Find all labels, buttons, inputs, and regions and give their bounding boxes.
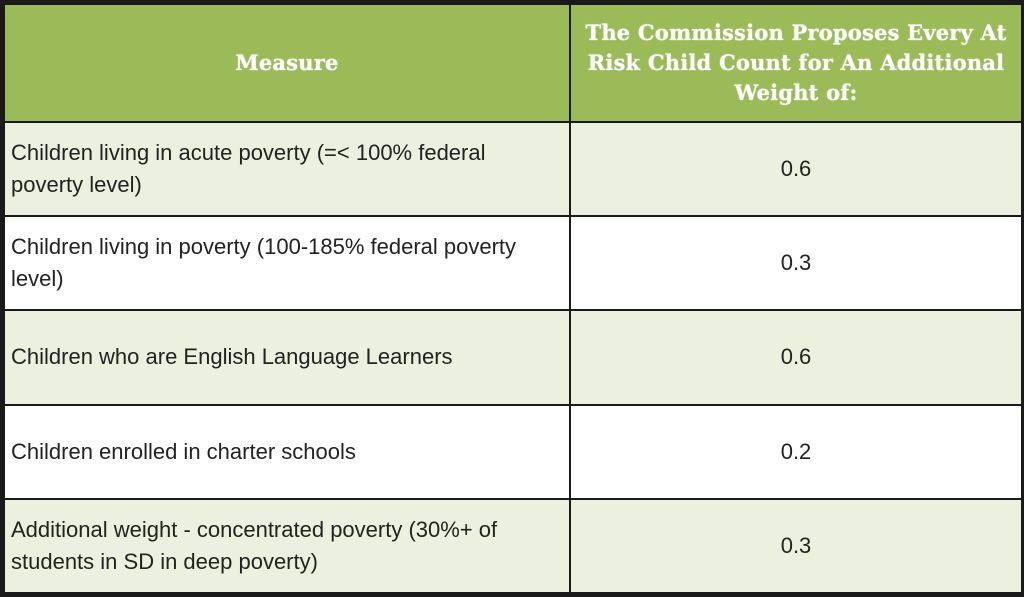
weight-cell: 0.6 <box>569 120 1023 218</box>
measure-cell: Children who are English Language Learne… <box>3 309 571 406</box>
header-additional-weight: The Commission Proposes Every At Risk Ch… <box>569 3 1023 123</box>
weight-cell: 0.2 <box>569 403 1023 500</box>
header-measure: Measure <box>3 3 571 123</box>
weight-cell: 0.3 <box>569 497 1023 595</box>
measure-cell: Children enrolled in charter schools <box>3 403 571 500</box>
weight-cell: 0.6 <box>569 309 1023 406</box>
table-row: Additional weight - concentrated poverty… <box>3 497 1023 595</box>
measure-cell: Children living in acute poverty (=< 100… <box>3 120 571 218</box>
measure-cell: Children living in poverty (100-185% fed… <box>3 215 571 312</box>
weights-table: Measure The Commission Proposes Every At… <box>3 3 1023 595</box>
table-row: Children living in poverty (100-185% fed… <box>3 215 1023 312</box>
weight-cell: 0.3 <box>569 215 1023 312</box>
table-row: Children who are English Language Learne… <box>3 309 1023 406</box>
table-row: Children enrolled in charter schools 0.2 <box>3 403 1023 500</box>
header-row: Measure The Commission Proposes Every At… <box>3 3 1023 123</box>
measure-cell: Additional weight - concentrated poverty… <box>3 497 571 595</box>
table-row: Children living in acute poverty (=< 100… <box>3 120 1023 218</box>
